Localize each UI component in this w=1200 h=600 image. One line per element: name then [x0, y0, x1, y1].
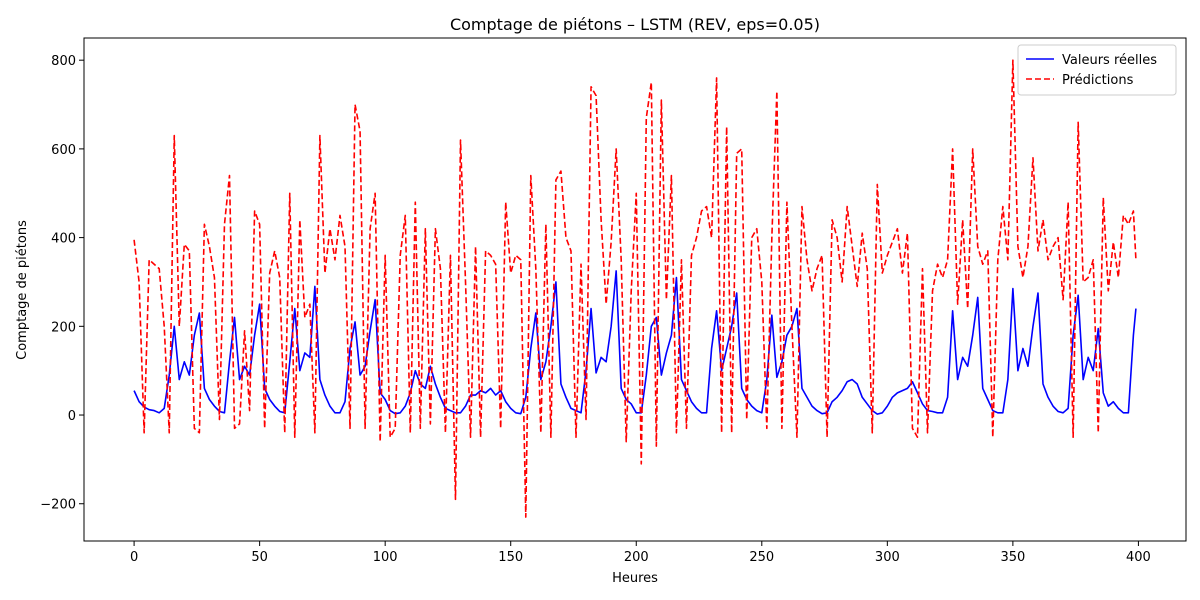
x-tick-label: 100 — [373, 550, 398, 565]
x-tick-label: 50 — [251, 550, 268, 565]
y-tick-label: 400 — [51, 232, 76, 247]
x-tick-label: 350 — [1000, 550, 1025, 565]
y-tick-label: 600 — [51, 143, 76, 158]
y-tick-label: 800 — [51, 54, 76, 69]
x-tick-label: 0 — [130, 550, 138, 565]
legend: Valeurs réelles Prédictions — [1017, 44, 1177, 96]
x-tick-label: 200 — [624, 550, 649, 565]
series-line — [133, 270, 1137, 415]
series-line — [133, 59, 1137, 518]
y-tick-label: 0 — [68, 409, 76, 424]
legend-label: Valeurs réelles — [1062, 53, 1157, 68]
x-tick-label: 250 — [749, 550, 774, 565]
x-tick-label: 400 — [1126, 550, 1151, 565]
x-axis-label: Heures — [612, 571, 658, 586]
y-tick-label: −200 — [40, 498, 76, 513]
plot-frame — [83, 37, 1187, 542]
chart-title: Comptage de piétons – LSTM (REV, eps=0.0… — [450, 15, 820, 34]
x-tick-label: 300 — [875, 550, 900, 565]
y-axis-label: Comptage de piétons — [15, 220, 30, 360]
legend-box — [1017, 44, 1177, 96]
legend-label: Prédictions — [1062, 73, 1134, 88]
y-tick-label: 200 — [51, 320, 76, 335]
x-tick-label: 150 — [498, 550, 523, 565]
